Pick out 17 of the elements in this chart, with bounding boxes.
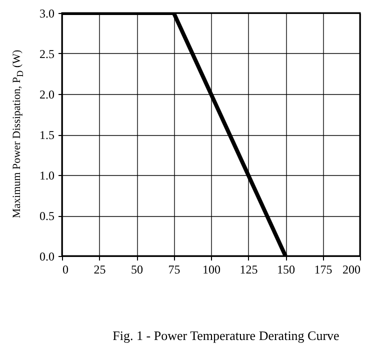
x-tick-label: 125 — [240, 262, 258, 276]
caption: Fig. 1 - Power Temperature Derating Curve — [112, 328, 340, 343]
y-tick-label: 0.0 — [40, 250, 54, 264]
x-tick-label: 0 — [62, 262, 68, 276]
x-tick-label: 75 — [168, 262, 180, 276]
y-tick-label: 0.5 — [40, 209, 54, 223]
x-tick-label: 50 — [131, 262, 143, 276]
y-tick-label: 3.0 — [40, 6, 54, 20]
y-tick-label: 2.0 — [40, 88, 54, 102]
x-tick-label: 200 — [342, 262, 360, 276]
x-tick-label: 150 — [277, 262, 295, 276]
x-tick-label: 25 — [94, 262, 106, 276]
y-tick-label: 1.5 — [40, 128, 54, 142]
x-tick-label: 100 — [202, 262, 220, 276]
x-tick-label: 175 — [314, 262, 332, 276]
y-tick-label: 2.5 — [40, 47, 54, 61]
y-tick-label: 1.0 — [40, 168, 54, 182]
